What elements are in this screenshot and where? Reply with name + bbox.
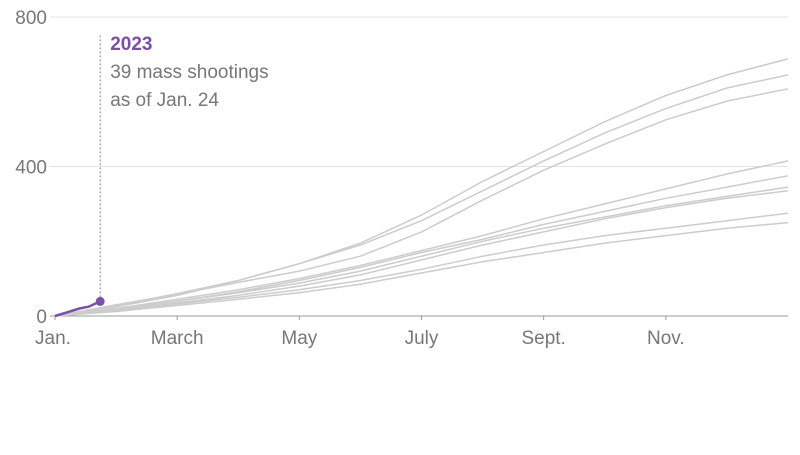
y-tick-label: 800 xyxy=(15,8,47,29)
grid xyxy=(50,16,788,320)
x-tick-label: May xyxy=(281,328,317,349)
x-tick-label: March xyxy=(151,328,204,349)
end-dot xyxy=(95,296,105,306)
x-tick-label: Nov. xyxy=(647,328,685,349)
series-line xyxy=(54,58,789,317)
lines xyxy=(54,34,789,318)
series-line xyxy=(54,175,789,317)
series-line xyxy=(54,212,789,317)
series-line xyxy=(54,300,101,318)
series-line xyxy=(54,190,789,317)
x-tick-label: July xyxy=(405,328,439,349)
annotation-title: 2023 xyxy=(110,34,152,55)
series-line xyxy=(54,186,789,317)
y-tick-label: 400 xyxy=(15,158,47,179)
x-tick-label: Sept. xyxy=(521,328,565,349)
series-line xyxy=(54,88,789,317)
annotation-text: as of Jan. 24 xyxy=(110,90,219,111)
y-tick-label: 0 xyxy=(36,307,47,328)
x-tick-label: Jan. xyxy=(35,328,71,349)
series-line xyxy=(54,160,789,317)
labels: 0 400 800 Jan. March May July Sept. Nov. 2023 39 m… xyxy=(15,8,684,349)
annotation-text: 39 mass shootings xyxy=(110,62,268,83)
series-line xyxy=(54,221,789,317)
